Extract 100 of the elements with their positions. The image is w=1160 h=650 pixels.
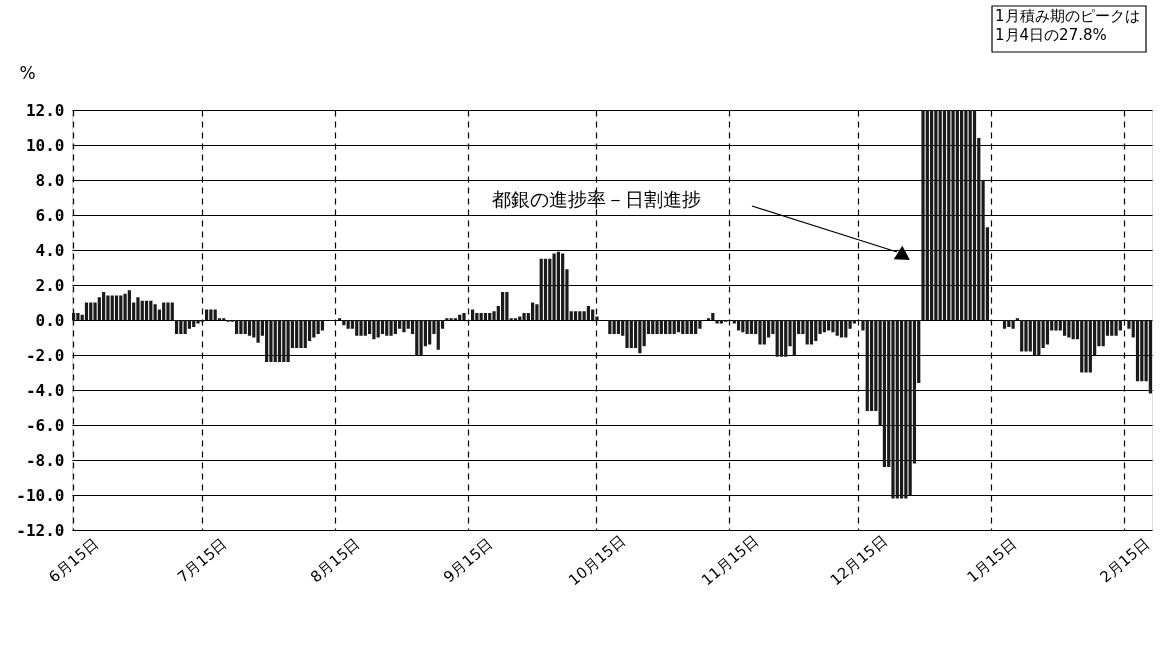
bar bbox=[805, 320, 809, 345]
bar bbox=[522, 313, 526, 320]
bar bbox=[874, 320, 878, 411]
bar bbox=[183, 320, 187, 334]
bar bbox=[921, 110, 925, 320]
bar bbox=[110, 295, 114, 320]
bar bbox=[243, 320, 247, 334]
bar bbox=[865, 320, 869, 411]
bar bbox=[1088, 320, 1092, 373]
bar bbox=[629, 320, 633, 348]
y-tick-label: 8.0 bbox=[35, 170, 65, 190]
bar bbox=[76, 313, 80, 320]
bar bbox=[359, 320, 363, 336]
bar bbox=[436, 320, 440, 350]
bar bbox=[964, 110, 968, 320]
y-tick-label: -10.0 bbox=[16, 485, 65, 505]
bar bbox=[192, 320, 196, 327]
bar bbox=[573, 311, 578, 320]
bar bbox=[72, 313, 76, 320]
bar bbox=[153, 304, 157, 320]
bar bbox=[586, 306, 591, 320]
bar bbox=[419, 320, 423, 355]
bar bbox=[1028, 320, 1032, 352]
bar bbox=[1002, 320, 1007, 329]
x-tick-label: 12月15日 bbox=[826, 531, 891, 590]
bar bbox=[578, 311, 582, 320]
bar bbox=[548, 258, 552, 320]
bar bbox=[809, 320, 814, 345]
y-axis-title: % bbox=[19, 62, 36, 83]
bar bbox=[668, 320, 672, 334]
bar bbox=[1101, 320, 1105, 347]
bar bbox=[127, 290, 131, 320]
y-tick-label: -12.0 bbox=[16, 520, 65, 540]
bar bbox=[174, 320, 179, 334]
bar bbox=[711, 313, 715, 320]
bar bbox=[792, 320, 796, 355]
bar bbox=[955, 110, 959, 320]
bar bbox=[719, 320, 723, 324]
bar bbox=[556, 251, 560, 320]
bar bbox=[196, 320, 200, 324]
bar bbox=[1007, 320, 1011, 327]
bar bbox=[685, 320, 689, 334]
bar bbox=[1110, 320, 1114, 336]
bar bbox=[501, 292, 505, 320]
bar bbox=[363, 320, 367, 336]
bar bbox=[869, 320, 874, 411]
bar bbox=[1011, 320, 1015, 329]
bar bbox=[1071, 320, 1075, 340]
bar bbox=[89, 302, 93, 320]
bar bbox=[775, 320, 779, 357]
bar bbox=[891, 320, 895, 499]
bar bbox=[694, 320, 698, 334]
bar bbox=[1062, 320, 1067, 336]
bar bbox=[102, 292, 106, 320]
bar bbox=[689, 320, 693, 334]
bar bbox=[114, 295, 119, 320]
bar bbox=[1067, 320, 1071, 338]
bar bbox=[681, 320, 685, 334]
bar bbox=[561, 253, 565, 320]
x-tick-label: 8月15日 bbox=[307, 534, 364, 587]
bar bbox=[136, 297, 140, 320]
bar bbox=[972, 110, 977, 320]
bar bbox=[428, 320, 432, 345]
bar bbox=[312, 320, 316, 338]
bar bbox=[1054, 320, 1058, 331]
bar bbox=[908, 320, 912, 495]
bar bbox=[951, 110, 955, 320]
bar bbox=[625, 320, 629, 348]
bar bbox=[265, 320, 269, 362]
bar bbox=[303, 320, 307, 348]
bar bbox=[84, 302, 89, 320]
bar bbox=[179, 320, 183, 334]
bar bbox=[462, 313, 466, 320]
bar bbox=[762, 320, 766, 345]
bar bbox=[676, 320, 681, 333]
bar bbox=[1084, 320, 1088, 373]
y-tick-label: -4.0 bbox=[25, 380, 65, 400]
bar bbox=[895, 320, 899, 499]
bar bbox=[346, 320, 350, 329]
bar bbox=[715, 320, 719, 324]
bar bbox=[286, 320, 290, 362]
bar bbox=[638, 320, 642, 354]
y-tick-label: 12.0 bbox=[25, 100, 65, 120]
bar bbox=[299, 320, 303, 348]
bar bbox=[247, 320, 252, 336]
bar bbox=[385, 320, 389, 336]
bar bbox=[835, 320, 839, 336]
bar bbox=[1045, 320, 1050, 345]
bar bbox=[123, 293, 127, 320]
bar bbox=[273, 320, 277, 362]
bar bbox=[1041, 320, 1045, 348]
bar bbox=[771, 320, 775, 334]
bar bbox=[1135, 320, 1140, 382]
bar bbox=[758, 320, 762, 345]
x-tick-label: 7月15日 bbox=[174, 534, 231, 587]
bar bbox=[784, 320, 788, 357]
bar bbox=[827, 320, 831, 331]
bar bbox=[968, 110, 972, 320]
bar bbox=[170, 302, 174, 320]
bar bbox=[539, 258, 543, 320]
